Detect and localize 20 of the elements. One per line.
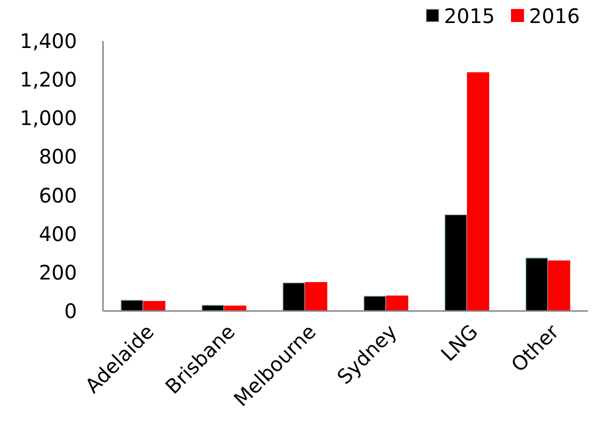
bar — [143, 300, 166, 311]
legend-label: 2015 — [444, 4, 495, 28]
y-tick-label: 0 — [64, 299, 77, 323]
y-tick-label: 800 — [38, 144, 77, 169]
legend-label: 2016 — [529, 4, 580, 28]
bar — [548, 260, 570, 311]
y-tick-label: 1,400 — [20, 29, 77, 53]
y-tick-label: 1,200 — [20, 68, 77, 92]
y-tick-label: 400 — [38, 222, 77, 246]
bar — [224, 306, 246, 311]
bar — [282, 282, 306, 312]
bar — [305, 282, 328, 311]
y-tick-label: 600 — [38, 183, 77, 208]
bar — [363, 295, 386, 312]
bar — [525, 257, 548, 312]
y-tick-label: 200 — [38, 260, 77, 284]
bar — [466, 72, 490, 311]
bar — [444, 214, 468, 312]
y-tick-label: 1,000 — [20, 106, 77, 130]
bar — [386, 296, 408, 311]
